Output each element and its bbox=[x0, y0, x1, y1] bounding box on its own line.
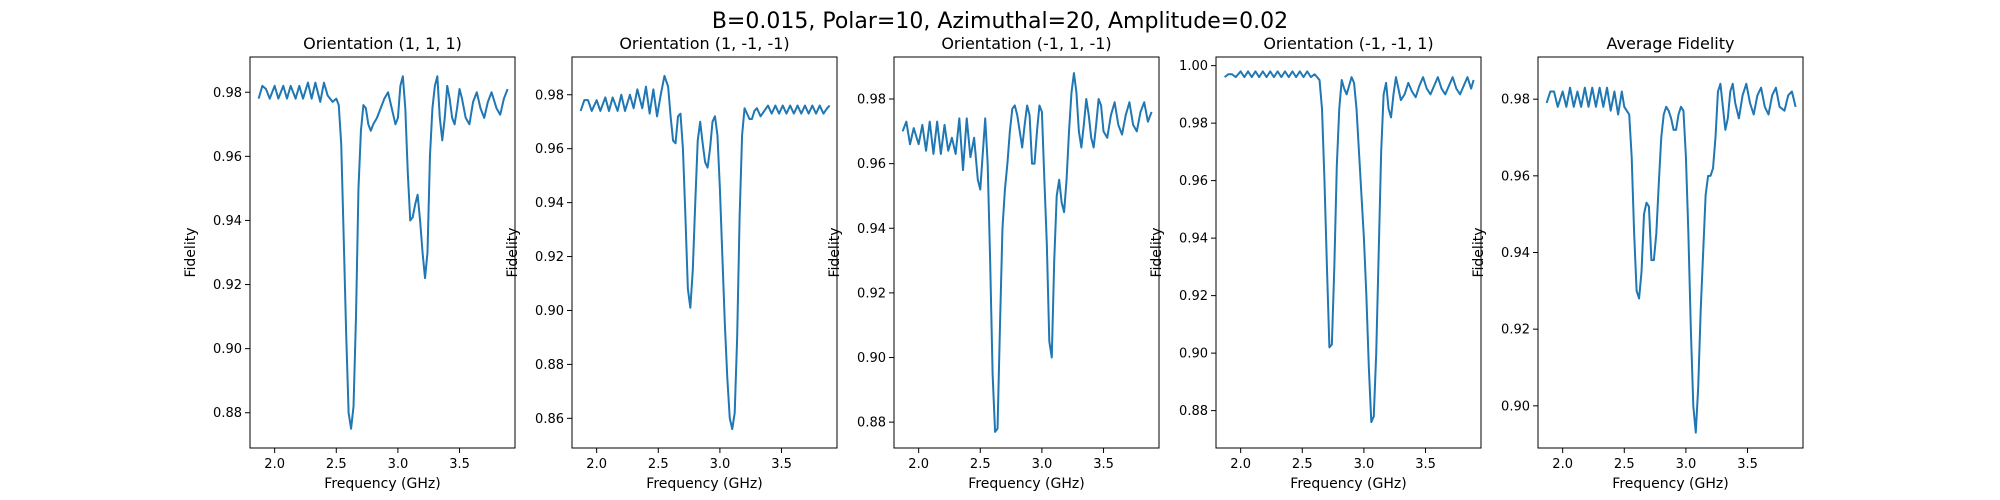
y-tick-label: 0.92 bbox=[857, 286, 886, 301]
series-line bbox=[257, 75, 509, 430]
y-tick-label: 0.88 bbox=[535, 358, 564, 373]
subplot-title: Orientation (-1, -1, 1) bbox=[1263, 34, 1433, 53]
x-tick-label: 3.0 bbox=[1354, 457, 1375, 472]
x-axis-label: Frequency (GHz) bbox=[1612, 476, 1728, 492]
subplots: Orientation (1, 1, 1) 2.0 2.5 3.0 3.5 0.88 0.9… bbox=[183, 34, 1804, 492]
y-tick-label: 0.90 bbox=[1179, 347, 1208, 362]
x-tick-label: 2.5 bbox=[970, 457, 991, 472]
y-tick-label: 0.98 bbox=[535, 88, 564, 103]
subplot-5: Average Fidelity 2.0 2.5 3.0 3.5 0.90 0.92 0.94… bbox=[1471, 34, 1804, 492]
subplot-title: Orientation (1, -1, -1) bbox=[619, 34, 789, 53]
series-line bbox=[901, 72, 1153, 433]
x-axis-label: Frequency (GHz) bbox=[324, 476, 440, 492]
y-tick-label: 0.98 bbox=[213, 86, 242, 101]
x-tick-label: 3.5 bbox=[771, 457, 792, 472]
y-axis-label: Fidelity bbox=[1149, 228, 1165, 278]
x-tick-label: 3.5 bbox=[1093, 457, 1114, 472]
y-tick-label: 0.96 bbox=[535, 142, 564, 157]
y-tick-label: 0.94 bbox=[535, 196, 564, 211]
subplot-title: Orientation (1, 1, 1) bbox=[303, 34, 462, 53]
y-tick-label: 0.92 bbox=[213, 278, 242, 293]
y-tick-label: 0.94 bbox=[213, 214, 242, 229]
y-axis-label: Fidelity bbox=[505, 228, 521, 278]
subplot-3: Orientation (-1, 1, -1) 2.0 2.5 3.0 3.5 0.88 0… bbox=[827, 34, 1160, 492]
figure-title: B=0.015, Polar=10, Azimuthal=20, Amplitu… bbox=[712, 9, 1288, 34]
y-tick-label: 0.92 bbox=[1501, 323, 1530, 338]
y-tick-label: 0.92 bbox=[1179, 289, 1208, 304]
y-tick-label: 0.90 bbox=[535, 304, 564, 319]
x-tick-label: 2.0 bbox=[264, 457, 285, 472]
y-axis-label: Fidelity bbox=[1471, 228, 1487, 278]
y-axis-label: Fidelity bbox=[827, 228, 843, 278]
y-tick-label: 1.00 bbox=[1179, 59, 1208, 74]
subplot-1: Orientation (1, 1, 1) 2.0 2.5 3.0 3.5 0.88 0.9… bbox=[183, 34, 516, 492]
y-tick-label: 0.88 bbox=[857, 416, 886, 431]
y-tick-label: 0.96 bbox=[213, 150, 242, 165]
plot-frame bbox=[1215, 56, 1482, 449]
x-tick-label: 3.0 bbox=[388, 457, 409, 472]
x-tick-label: 2.0 bbox=[1552, 457, 1573, 472]
x-tick-label: 3.5 bbox=[1737, 457, 1758, 472]
x-axis-label: Frequency (GHz) bbox=[646, 476, 762, 492]
y-tick-label: 0.94 bbox=[1179, 232, 1208, 247]
plot-frame bbox=[571, 56, 838, 449]
plot-frame bbox=[893, 56, 1160, 449]
x-tick-label: 2.0 bbox=[1230, 457, 1251, 472]
x-axis-label: Frequency (GHz) bbox=[968, 476, 1084, 492]
x-tick-label: 3.5 bbox=[449, 457, 470, 472]
series-line bbox=[579, 74, 831, 431]
y-axis-label: Fidelity bbox=[183, 228, 199, 278]
subplot-2: Orientation (1, -1, -1) 2.0 2.5 3.0 3.5 0.86 0… bbox=[505, 34, 838, 492]
x-axis-label: Frequency (GHz) bbox=[1290, 476, 1406, 492]
series-line bbox=[1545, 82, 1797, 434]
series-line bbox=[1224, 70, 1475, 424]
subplot-title: Average Fidelity bbox=[1607, 34, 1735, 53]
y-tick-label: 0.90 bbox=[213, 342, 242, 357]
y-tick-label: 0.98 bbox=[1501, 93, 1530, 108]
y-tick-label: 0.96 bbox=[1501, 169, 1530, 184]
y-tick-label: 0.90 bbox=[857, 351, 886, 366]
x-tick-label: 2.5 bbox=[648, 457, 669, 472]
x-tick-label: 2.0 bbox=[908, 457, 929, 472]
y-tick-label: 0.90 bbox=[1501, 399, 1530, 414]
y-tick-label: 0.86 bbox=[535, 412, 564, 427]
x-tick-label: 3.5 bbox=[1415, 457, 1436, 472]
plot-frame bbox=[249, 56, 516, 449]
subplot-title: Orientation (-1, 1, -1) bbox=[941, 34, 1111, 53]
y-tick-label: 0.94 bbox=[857, 222, 886, 237]
x-tick-label: 3.0 bbox=[1676, 457, 1697, 472]
y-tick-label: 0.98 bbox=[1179, 117, 1208, 132]
x-tick-label: 3.0 bbox=[1032, 457, 1053, 472]
y-tick-label: 0.94 bbox=[1501, 246, 1530, 261]
y-tick-label: 0.96 bbox=[857, 157, 886, 172]
y-tick-label: 0.88 bbox=[213, 406, 242, 421]
x-tick-label: 2.0 bbox=[586, 457, 607, 472]
x-tick-label: 2.5 bbox=[326, 457, 347, 472]
y-tick-label: 0.96 bbox=[1179, 174, 1208, 189]
subplot-4: Orientation (-1, -1, 1) 2.0 2.5 3.0 3.5 0.88 0… bbox=[1149, 34, 1482, 492]
x-tick-label: 2.5 bbox=[1292, 457, 1313, 472]
x-tick-label: 2.5 bbox=[1614, 457, 1635, 472]
x-tick-label: 3.0 bbox=[710, 457, 731, 472]
y-tick-label: 0.88 bbox=[1179, 404, 1208, 419]
y-tick-label: 0.92 bbox=[535, 250, 564, 265]
y-tick-label: 0.98 bbox=[857, 93, 886, 108]
